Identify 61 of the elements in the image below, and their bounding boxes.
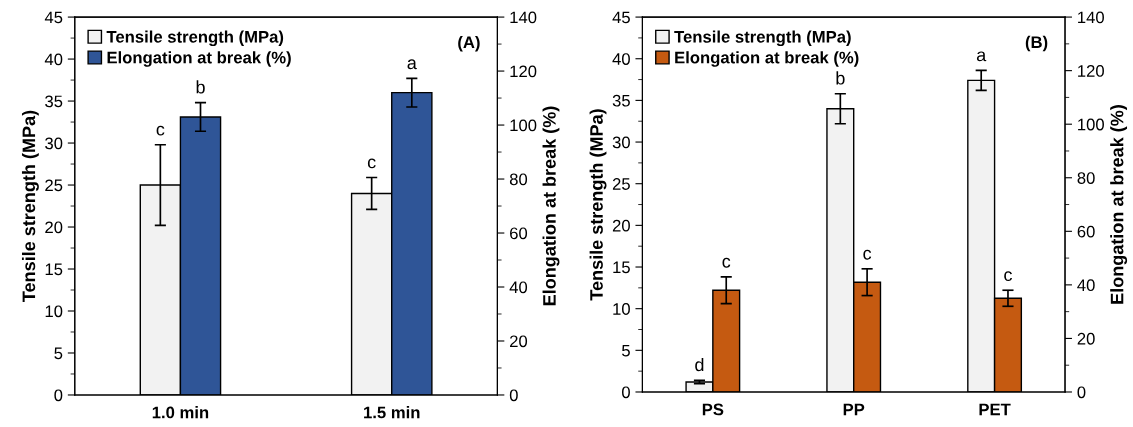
x-tick-label: PS xyxy=(702,403,724,416)
x-tick-label: PP xyxy=(843,403,865,416)
y-tick-label: 45 xyxy=(44,11,63,24)
y2-tick-label: 80 xyxy=(509,173,528,186)
y2-tick-label: 20 xyxy=(510,335,528,348)
y-axis-title: Tensile strength (MPa) xyxy=(589,109,607,301)
y-tick-label: 30 xyxy=(612,136,630,149)
y2-tick-label: 0 xyxy=(1077,386,1086,399)
y2-tick-label: 120 xyxy=(510,65,537,78)
y2-tick-label: 80 xyxy=(1077,172,1095,184)
y-tick-label: 25 xyxy=(45,179,63,192)
data-label: c xyxy=(722,257,731,268)
x-tick-label: 1.5 min xyxy=(364,406,420,419)
y2-axis-title: Elongation at break (%) xyxy=(542,106,560,306)
data-label: c xyxy=(1004,271,1012,282)
x-tick-label: 1.0 min xyxy=(152,406,209,419)
y-tick-label: 30 xyxy=(45,137,63,150)
data-label: a xyxy=(976,51,987,62)
y-tick-label: 15 xyxy=(45,263,63,276)
legend-label: Elongation at break (%) xyxy=(675,51,859,67)
y-tick-label: 5 xyxy=(54,347,63,360)
y-tick-label: 40 xyxy=(44,53,63,66)
y2-tick-label: 40 xyxy=(1077,279,1095,292)
y2-tick-label: 120 xyxy=(1078,65,1104,77)
y2-tick-label: 40 xyxy=(509,281,528,294)
data-label: b xyxy=(836,71,845,85)
y2-tick-label: 60 xyxy=(510,227,528,240)
y-tick-label: 25 xyxy=(612,178,630,190)
legend-label: Tensile strength (MPa) xyxy=(674,30,851,47)
y-tick-label: 10 xyxy=(45,305,63,318)
y-tick-label: 20 xyxy=(45,221,63,234)
y-axis-title: Tensile strength (MPa) xyxy=(21,110,39,302)
data-label: a xyxy=(407,59,417,70)
y-tick-label: 45 xyxy=(612,11,630,24)
y-tick-label: 15 xyxy=(613,261,630,274)
y-tick-label: 35 xyxy=(45,95,63,108)
y-tick-label: 5 xyxy=(622,344,630,357)
y-tick-label: 0 xyxy=(54,389,63,402)
data-label: c xyxy=(367,158,376,169)
y-tick-label: 20 xyxy=(612,219,630,232)
data-label: c xyxy=(863,249,872,260)
annotation: (B) xyxy=(1025,35,1048,52)
y2-tick-label: 100 xyxy=(1078,118,1104,131)
y-tick-label: 35 xyxy=(612,94,630,107)
data-label: d xyxy=(695,357,704,372)
y2-tick-label: 20 xyxy=(1077,332,1095,345)
y2-tick-label: 60 xyxy=(1077,225,1095,238)
y2-tick-label: 140 xyxy=(510,11,537,24)
y2-axis-title: Elongation at break (%) xyxy=(1110,105,1128,304)
y2-tick-label: 100 xyxy=(510,119,537,132)
y-tick-label: 0 xyxy=(621,386,630,399)
data-label: b xyxy=(196,80,205,94)
annotation: (A) xyxy=(458,35,480,52)
legend-label: Tensile strength (MPa) xyxy=(106,30,284,47)
y2-tick-label: 0 xyxy=(509,389,518,402)
y-tick-label: 40 xyxy=(612,53,630,65)
y-tick-label: 10 xyxy=(613,303,630,315)
data-label: c xyxy=(156,125,165,136)
x-tick-label: PET xyxy=(979,403,1011,416)
y2-tick-label: 140 xyxy=(1078,11,1104,24)
legend-label: Elongation at break (%) xyxy=(107,51,291,67)
